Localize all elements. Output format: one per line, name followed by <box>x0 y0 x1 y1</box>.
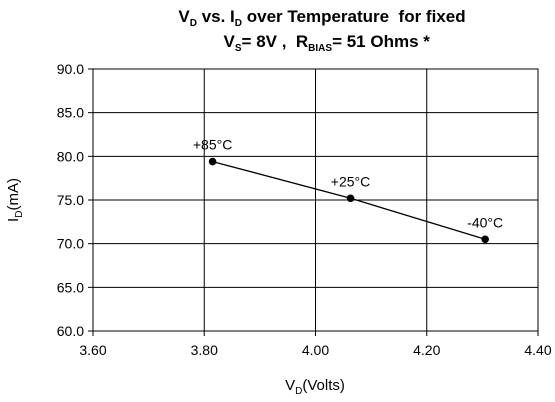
x-tick-label: 3.60 <box>79 342 106 358</box>
x-tick-label: 3.80 <box>191 342 218 358</box>
y-tick-label: 90.0 <box>57 61 84 77</box>
data-label: +85°C <box>193 137 232 153</box>
y-tick-label: 75.0 <box>57 192 84 208</box>
axis-ticks: 60.0 65.0 70.0 75.0 80.0 85.0 90.0 3.60 3.80 4.00… <box>57 61 552 358</box>
y-tick-label: 65.0 <box>57 279 84 295</box>
chart-title-line1: VD vs. ID over Temperature for fixed <box>178 7 465 29</box>
y-tick-label: 80.0 <box>57 148 84 164</box>
y-tick-label: 85.0 <box>57 105 84 121</box>
chart-title-line2: VS= 8V , RBIAS= 51 Ohms * <box>190 32 453 54</box>
data-label: -40°C <box>467 214 503 230</box>
data-point <box>481 235 489 244</box>
y-axis-label: ID(mA) <box>5 178 25 222</box>
x-axis-label: VD(Volts) <box>285 377 345 397</box>
x-tick-label: 4.20 <box>413 342 440 358</box>
x-tick-label: 4.40 <box>524 342 551 358</box>
grid <box>92 68 539 332</box>
y-tick-label: 70.0 <box>57 236 84 252</box>
data-point <box>208 157 217 166</box>
series: +85°C +25°C -40°C <box>193 137 503 244</box>
y-tick-label: 60.0 <box>57 323 84 339</box>
data-label: +25°C <box>331 173 370 189</box>
x-tick-label: 4.00 <box>302 342 329 358</box>
data-point <box>346 194 355 203</box>
